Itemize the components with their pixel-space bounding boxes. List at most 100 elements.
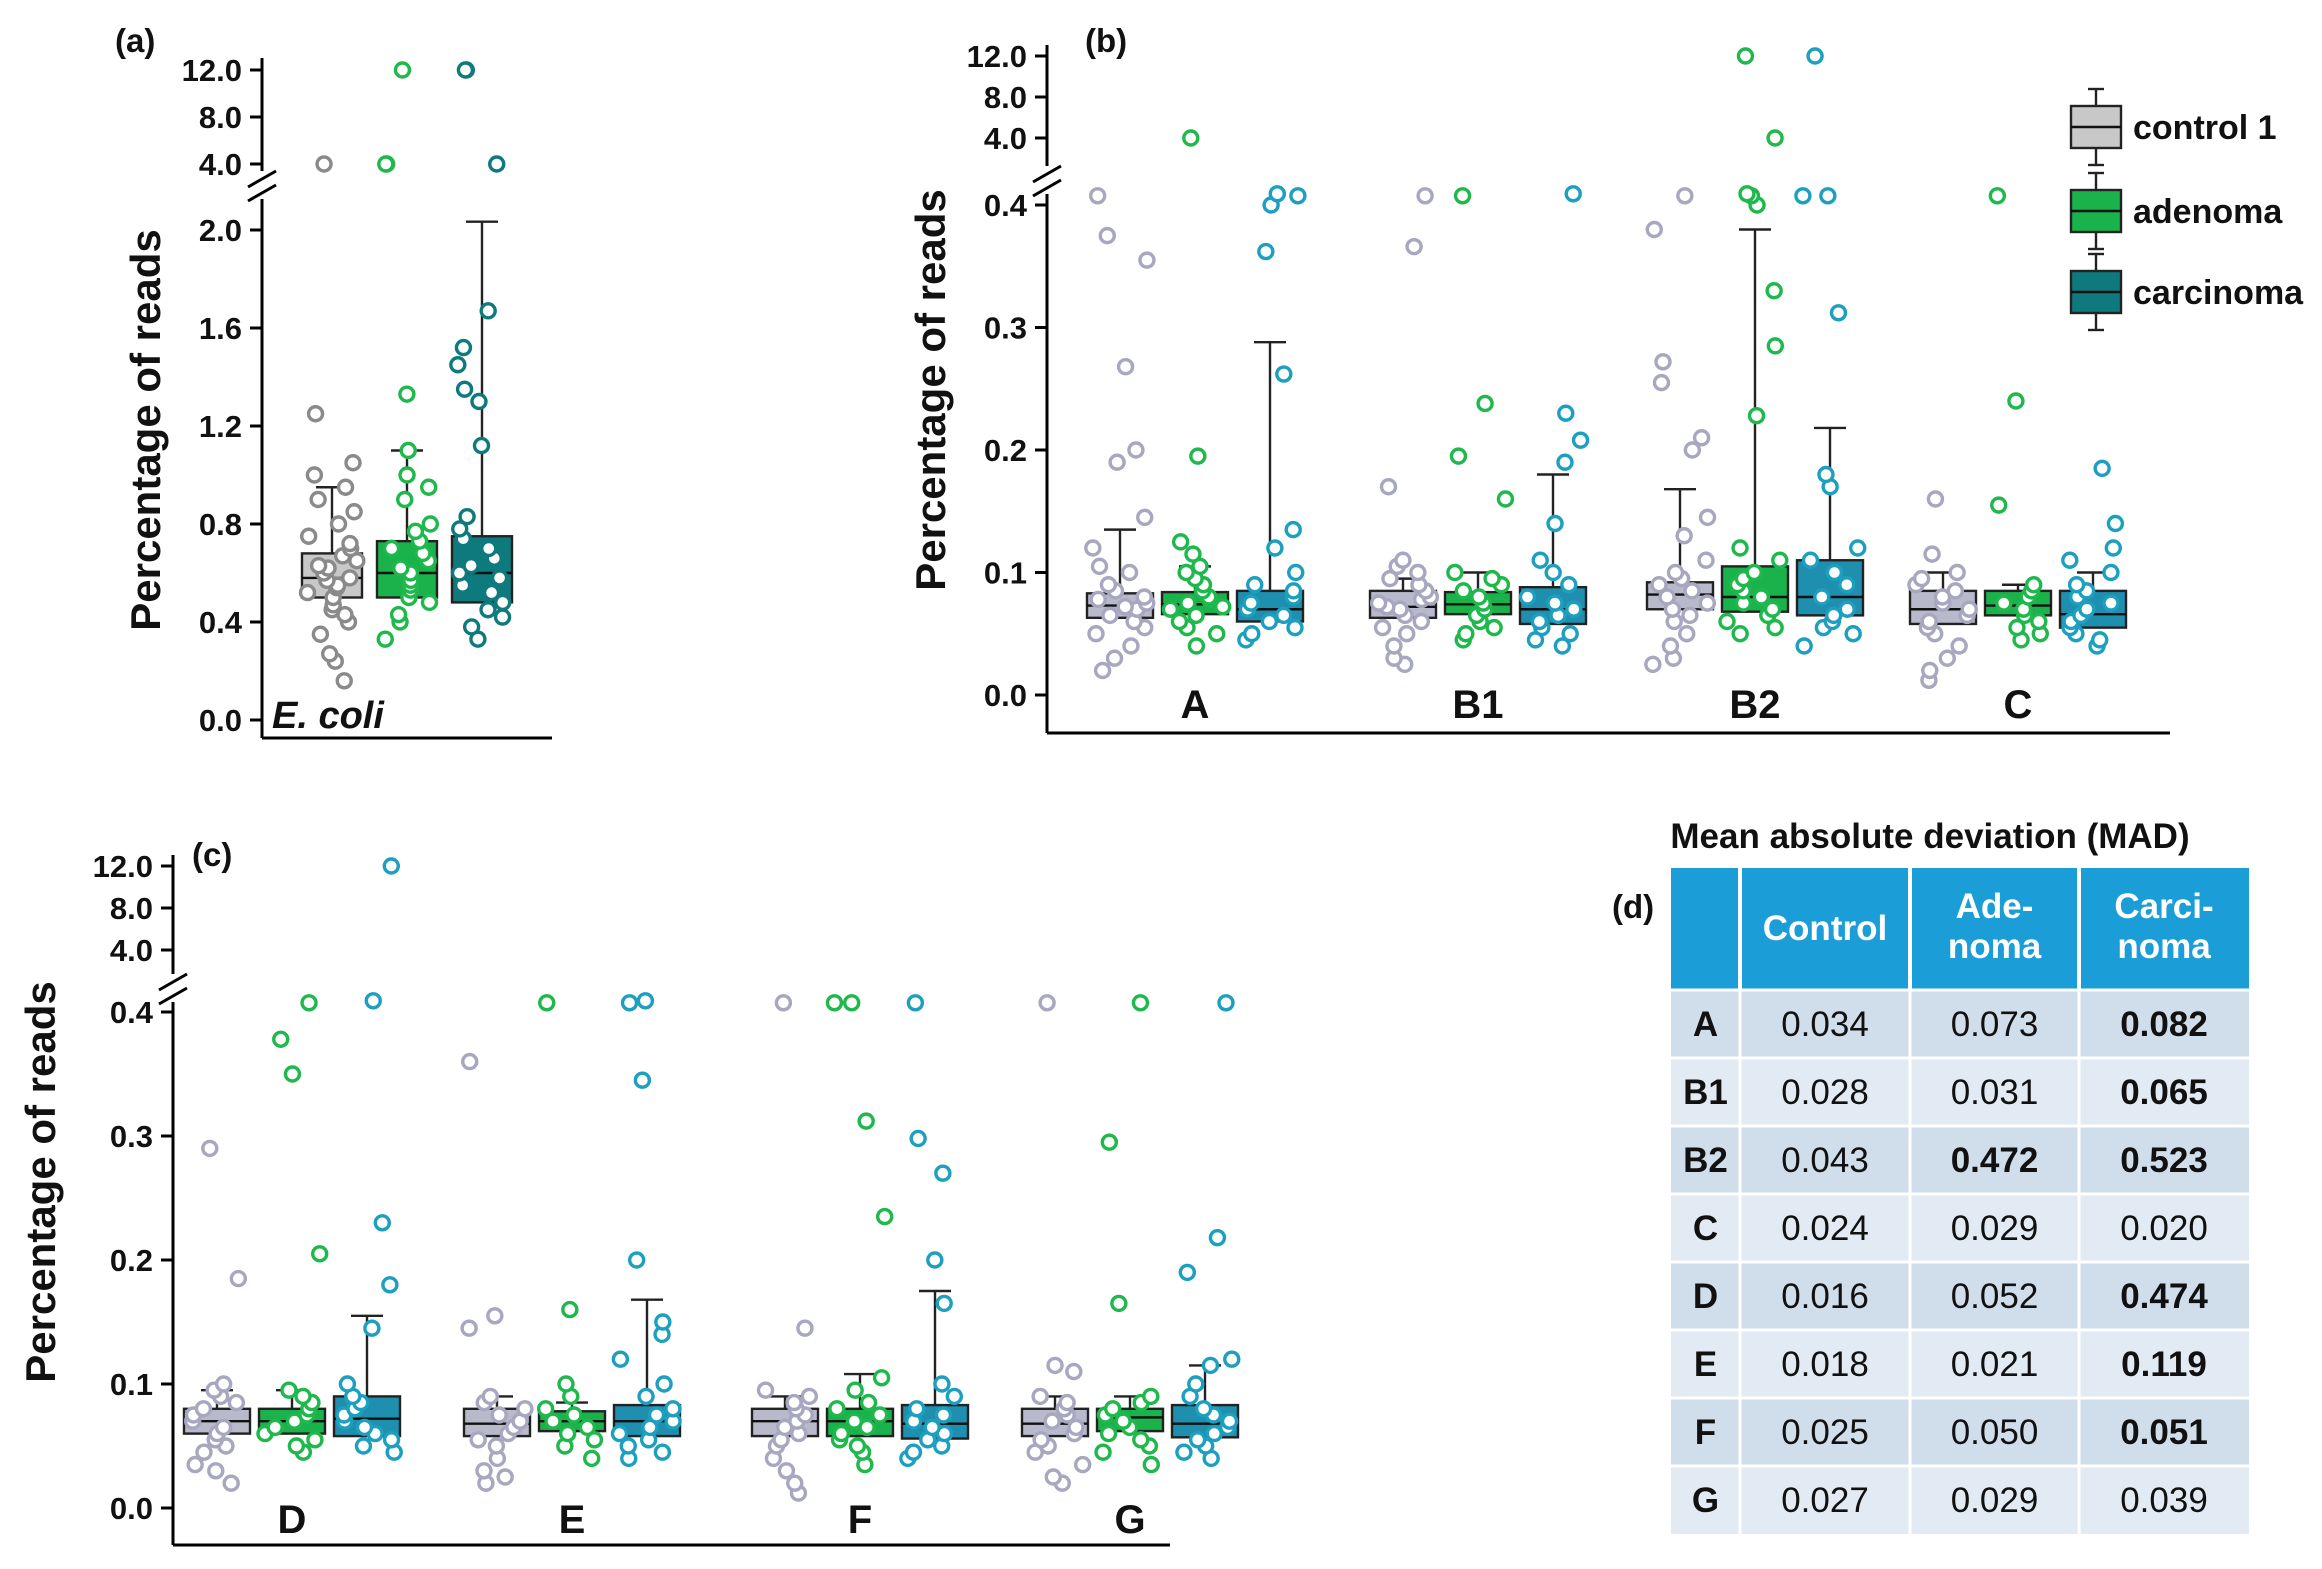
data-point [1950, 637, 1968, 655]
data-point [280, 1381, 298, 1399]
data-point [1073, 1455, 1092, 1474]
data-point [1692, 429, 1711, 447]
axis-break-mark [158, 986, 188, 1006]
table-row-bg [1671, 1194, 2249, 1262]
data-point [1556, 453, 1574, 471]
data-point [585, 1431, 604, 1449]
data-point [1829, 304, 1848, 322]
data-point [480, 539, 498, 558]
y-tick-label: 12.0 [967, 39, 1027, 74]
legend: control 1 adenoma carcinoma [2069, 87, 2304, 332]
data-point [1171, 533, 1190, 551]
data-point [494, 593, 512, 612]
table-column-header-line: noma [1948, 927, 2042, 966]
data-point [1122, 637, 1140, 655]
y-tick-label: 1.2 [199, 409, 242, 444]
y-tick-label: 12.0 [93, 849, 153, 884]
y-tick-label: 0.8 [199, 507, 242, 542]
table-row-bg [1671, 1262, 2249, 1330]
data-point [201, 1139, 219, 1158]
data-point [846, 1381, 864, 1399]
data-point [933, 1375, 951, 1393]
data-point [382, 1431, 401, 1449]
data-point [1819, 187, 1837, 205]
data-point [1170, 612, 1189, 631]
data-point [364, 992, 382, 1010]
data-point [1214, 598, 1232, 616]
data-point [1394, 551, 1412, 569]
data-point [1223, 1350, 1241, 1368]
data-point [1275, 606, 1293, 625]
data-point [1678, 625, 1696, 643]
data-point [1825, 563, 1844, 582]
data-point [859, 1393, 878, 1412]
data-point [1286, 618, 1304, 637]
legend-label-carcinoma: carcinoma [2133, 274, 2304, 312]
data-point [848, 1437, 867, 1455]
panel-b-phylogroups-a-c: (b) 0.0 0.1 0.2 0.3 0.4 4.0 8.0 12.0 Percentage o… [907, 22, 2170, 735]
data-point [1099, 1424, 1118, 1443]
data-point [1544, 563, 1562, 582]
data-point [654, 1313, 672, 1331]
axis-break-mark [247, 169, 277, 189]
y-tick-label: 4.0 [984, 121, 1027, 156]
table-row-bg [1671, 1466, 2249, 1534]
data-point [1738, 185, 1756, 203]
data-point [1142, 1455, 1160, 1474]
data-point [341, 534, 359, 553]
data-point [1284, 520, 1302, 539]
table-column-header: Ade-noma [1948, 887, 2042, 966]
data-point [1938, 649, 1957, 667]
data-point [664, 1400, 682, 1418]
data-point [1098, 226, 1116, 245]
data-point [341, 569, 359, 587]
y-axis-title: Percentage of reads [122, 229, 169, 631]
data-point [482, 583, 501, 602]
y-tick-label: 0.2 [984, 433, 1027, 468]
data-point [1683, 441, 1702, 459]
data-point [1289, 187, 1307, 205]
data-point [1496, 490, 1515, 508]
table-cell-value: 0.472 [1951, 1141, 2039, 1180]
data-point [1257, 242, 1275, 261]
data-point [842, 994, 861, 1012]
data-point [796, 1319, 814, 1337]
data-point [832, 1424, 851, 1443]
axis-break-mark [1032, 178, 1062, 198]
data-point [1454, 582, 1473, 600]
panel-label: (b) [1085, 22, 1127, 59]
data-point [2008, 618, 2026, 637]
data-point [493, 608, 512, 626]
category-label: A [1181, 683, 1210, 727]
data-point [1675, 527, 1693, 545]
table-row-bg [1671, 1330, 2249, 1398]
data-point [354, 1437, 373, 1455]
data-point [1813, 588, 1831, 606]
data-point [1988, 187, 2007, 205]
data-point [363, 1319, 381, 1337]
data-point [1105, 649, 1124, 667]
data-point [1794, 187, 1812, 205]
data-point [381, 1276, 399, 1294]
data-point [1995, 594, 2013, 612]
data-point [1108, 453, 1126, 471]
data-point [1745, 563, 1763, 582]
y-tick-label: 0.1 [984, 556, 1027, 591]
data-point [1381, 569, 1399, 588]
category-label: B2 [1729, 683, 1780, 727]
table-cell-value: 0.052 [1951, 1277, 2039, 1316]
data-point [774, 994, 793, 1012]
data-point [857, 1112, 875, 1130]
table-cell-value: 0.018 [1781, 1345, 1869, 1384]
table-cell-value: 0.039 [2120, 1481, 2208, 1520]
data-point [1766, 618, 1784, 637]
data-point [377, 155, 395, 173]
data-point [266, 1418, 284, 1437]
data-point [306, 405, 325, 423]
data-point [1379, 478, 1398, 496]
data-point [406, 522, 425, 541]
data-point [1243, 625, 1261, 643]
data-point [1191, 557, 1209, 576]
data-point [785, 1393, 803, 1412]
data-point [1120, 563, 1139, 582]
